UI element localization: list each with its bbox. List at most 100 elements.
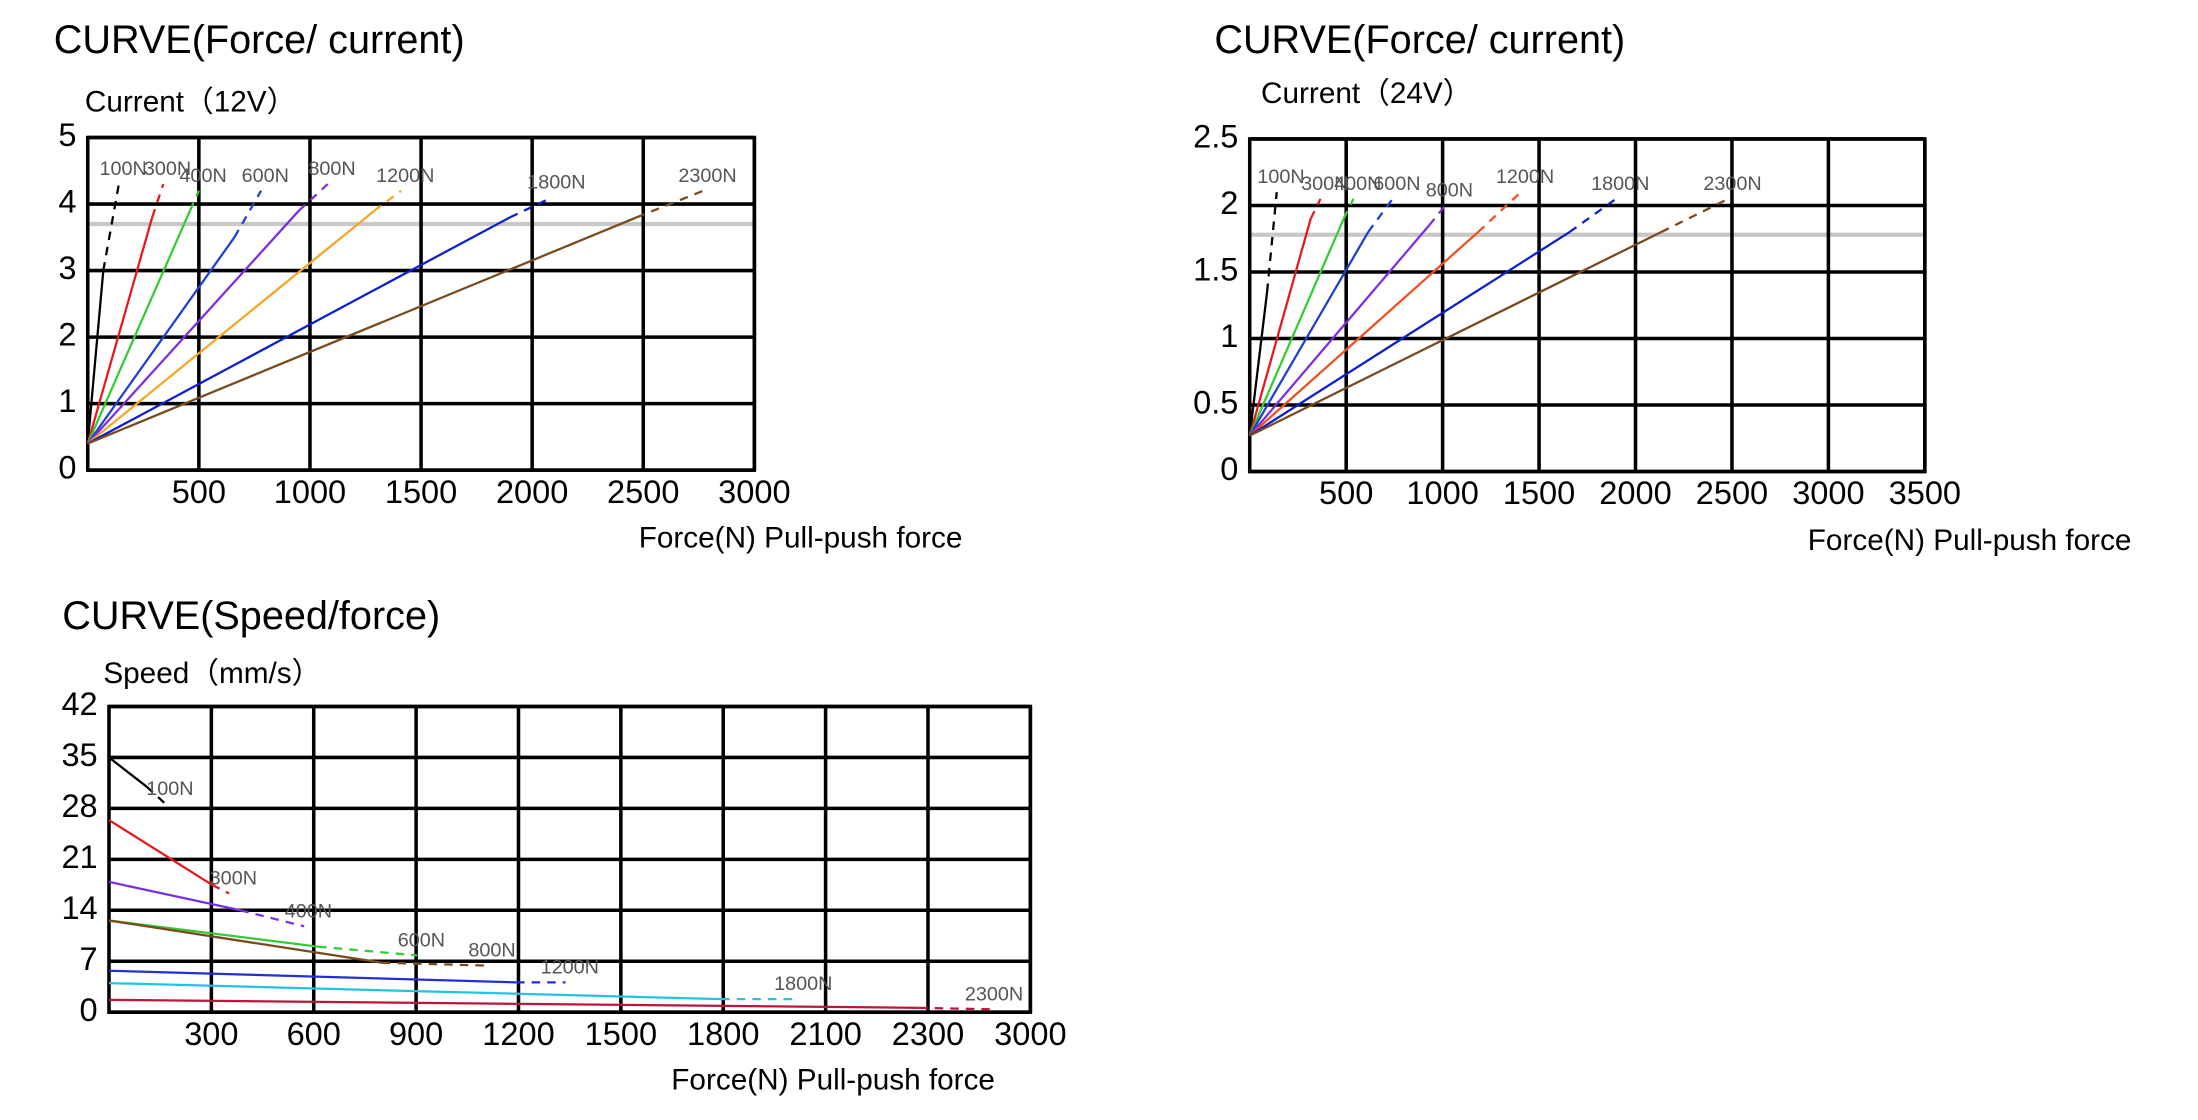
y-tick-label: 35 xyxy=(61,737,97,773)
series-line-dashed xyxy=(1265,192,1278,293)
series-line xyxy=(1249,231,1571,437)
series-label: 1200N xyxy=(541,956,599,978)
series-line xyxy=(1248,231,1479,437)
x-tick-label: 1000 xyxy=(274,474,346,510)
x-tick-label: 2500 xyxy=(1696,475,1768,511)
y-tick-label: 0 xyxy=(1220,451,1238,487)
y-axis-label: Current（12V） xyxy=(85,85,296,118)
series-line-dashed xyxy=(188,190,200,212)
y-tick-label: 2 xyxy=(58,317,76,353)
series-line-dashed xyxy=(145,785,167,805)
series-line-dashed xyxy=(373,189,402,212)
y-tick-label: 28 xyxy=(61,788,97,824)
y-tick-label: 2 xyxy=(1220,185,1238,221)
series-label: 600N xyxy=(242,165,289,187)
x-tick-label: 300 xyxy=(184,1016,238,1052)
series-line xyxy=(1248,224,1430,437)
x-tick-label: 3500 xyxy=(1889,475,1961,511)
x-axis-label: Force(N) Pull-push force xyxy=(1808,524,2132,557)
series-line-dashed xyxy=(1477,191,1522,233)
series-label: 2300N xyxy=(678,165,736,187)
series-label: 2300N xyxy=(1703,173,1761,195)
y-tick-label: 2.5 xyxy=(1193,119,1238,155)
plot-frame xyxy=(1247,137,1927,474)
series-label: 100N xyxy=(146,778,193,800)
series-line xyxy=(1249,231,1662,437)
x-tick-label: 3000 xyxy=(1792,475,1864,511)
y-tick-label: 4 xyxy=(58,184,76,220)
series-line-dashed xyxy=(1309,198,1322,220)
series-label: 1800N xyxy=(527,171,585,193)
series-line xyxy=(86,270,105,444)
x-tick-label: 3000 xyxy=(994,1016,1066,1052)
x-tick-label: 2000 xyxy=(1599,475,1671,511)
series-line xyxy=(86,210,192,444)
chart-title: CURVE(Force/ current) xyxy=(54,18,465,62)
x-tick-label: 2500 xyxy=(607,474,679,510)
series-line-dashed xyxy=(318,945,418,957)
series-line-dashed xyxy=(1428,204,1447,227)
y-tick-label: 7 xyxy=(80,941,98,977)
series-label: 400N xyxy=(285,900,332,922)
y-tick-label: 0.5 xyxy=(1193,385,1238,421)
x-tick-label: 1500 xyxy=(385,474,457,510)
x-tick-label: 500 xyxy=(1319,475,1373,511)
series-label: 2300N xyxy=(965,983,1023,1005)
series-line-dashed xyxy=(1367,198,1394,233)
series-label: 100N xyxy=(1257,166,1304,188)
series-label: 800N xyxy=(1426,180,1473,202)
x-tick-label: 900 xyxy=(389,1016,443,1052)
plot-frame xyxy=(85,135,757,472)
series-line xyxy=(86,236,236,445)
x-tick-label: 1800 xyxy=(687,1016,759,1052)
series-line xyxy=(1248,231,1370,437)
plot-frame xyxy=(107,704,1033,1014)
series-line-dashed xyxy=(381,961,488,967)
x-tick-label: 600 xyxy=(287,1016,341,1052)
y-tick-label: 5 xyxy=(58,117,76,153)
series-line-dashed xyxy=(151,183,165,218)
y-tick-label: 1 xyxy=(1220,318,1238,354)
series-label: 600N xyxy=(1373,173,1420,195)
series-label: 400N xyxy=(179,165,226,187)
series-line xyxy=(86,217,154,444)
series-line xyxy=(108,998,920,1009)
series-line xyxy=(87,209,376,445)
x-tick-label: 2300 xyxy=(892,1016,964,1052)
y-tick-label: 1 xyxy=(58,383,76,419)
series-line xyxy=(87,216,638,445)
y-tick-label: 21 xyxy=(61,839,97,875)
y-tick-label: 14 xyxy=(61,890,97,926)
chart-title: CURVE(Speed/force) xyxy=(62,594,440,638)
x-tick-label: 1000 xyxy=(1406,475,1478,511)
series-label: 1200N xyxy=(1496,166,1554,188)
series-line xyxy=(108,880,241,912)
x-tick-label: 2100 xyxy=(789,1016,861,1052)
y-tick-label: 1.5 xyxy=(1193,252,1238,288)
x-tick-label: 1500 xyxy=(1503,475,1575,511)
series-line xyxy=(108,819,213,886)
series-line-dashed xyxy=(233,190,263,238)
series-line-dashed xyxy=(102,183,120,271)
series-label: 300N xyxy=(1301,173,1348,195)
y-tick-label: 3 xyxy=(58,250,76,286)
series-line-dashed xyxy=(919,1006,990,1011)
series-line xyxy=(108,981,722,1001)
series-line-dashed xyxy=(509,196,553,219)
series-label: 400N xyxy=(1334,173,1381,195)
series-line xyxy=(108,756,148,788)
series-line xyxy=(108,969,517,984)
series-label: 600N xyxy=(398,930,445,952)
series-label: 300N xyxy=(210,868,257,890)
y-axis-label: Current（24V） xyxy=(1261,77,1472,110)
series-line-dashed xyxy=(1568,197,1617,233)
series-line-dashed xyxy=(211,883,230,895)
x-tick-label: 1200 xyxy=(482,1016,554,1052)
series-label: 800N xyxy=(308,158,355,180)
series-line-dashed xyxy=(298,183,329,212)
x-tick-label: 1500 xyxy=(585,1016,657,1052)
series-label: 1800N xyxy=(1591,173,1649,195)
series-label: 1800N xyxy=(774,973,832,995)
